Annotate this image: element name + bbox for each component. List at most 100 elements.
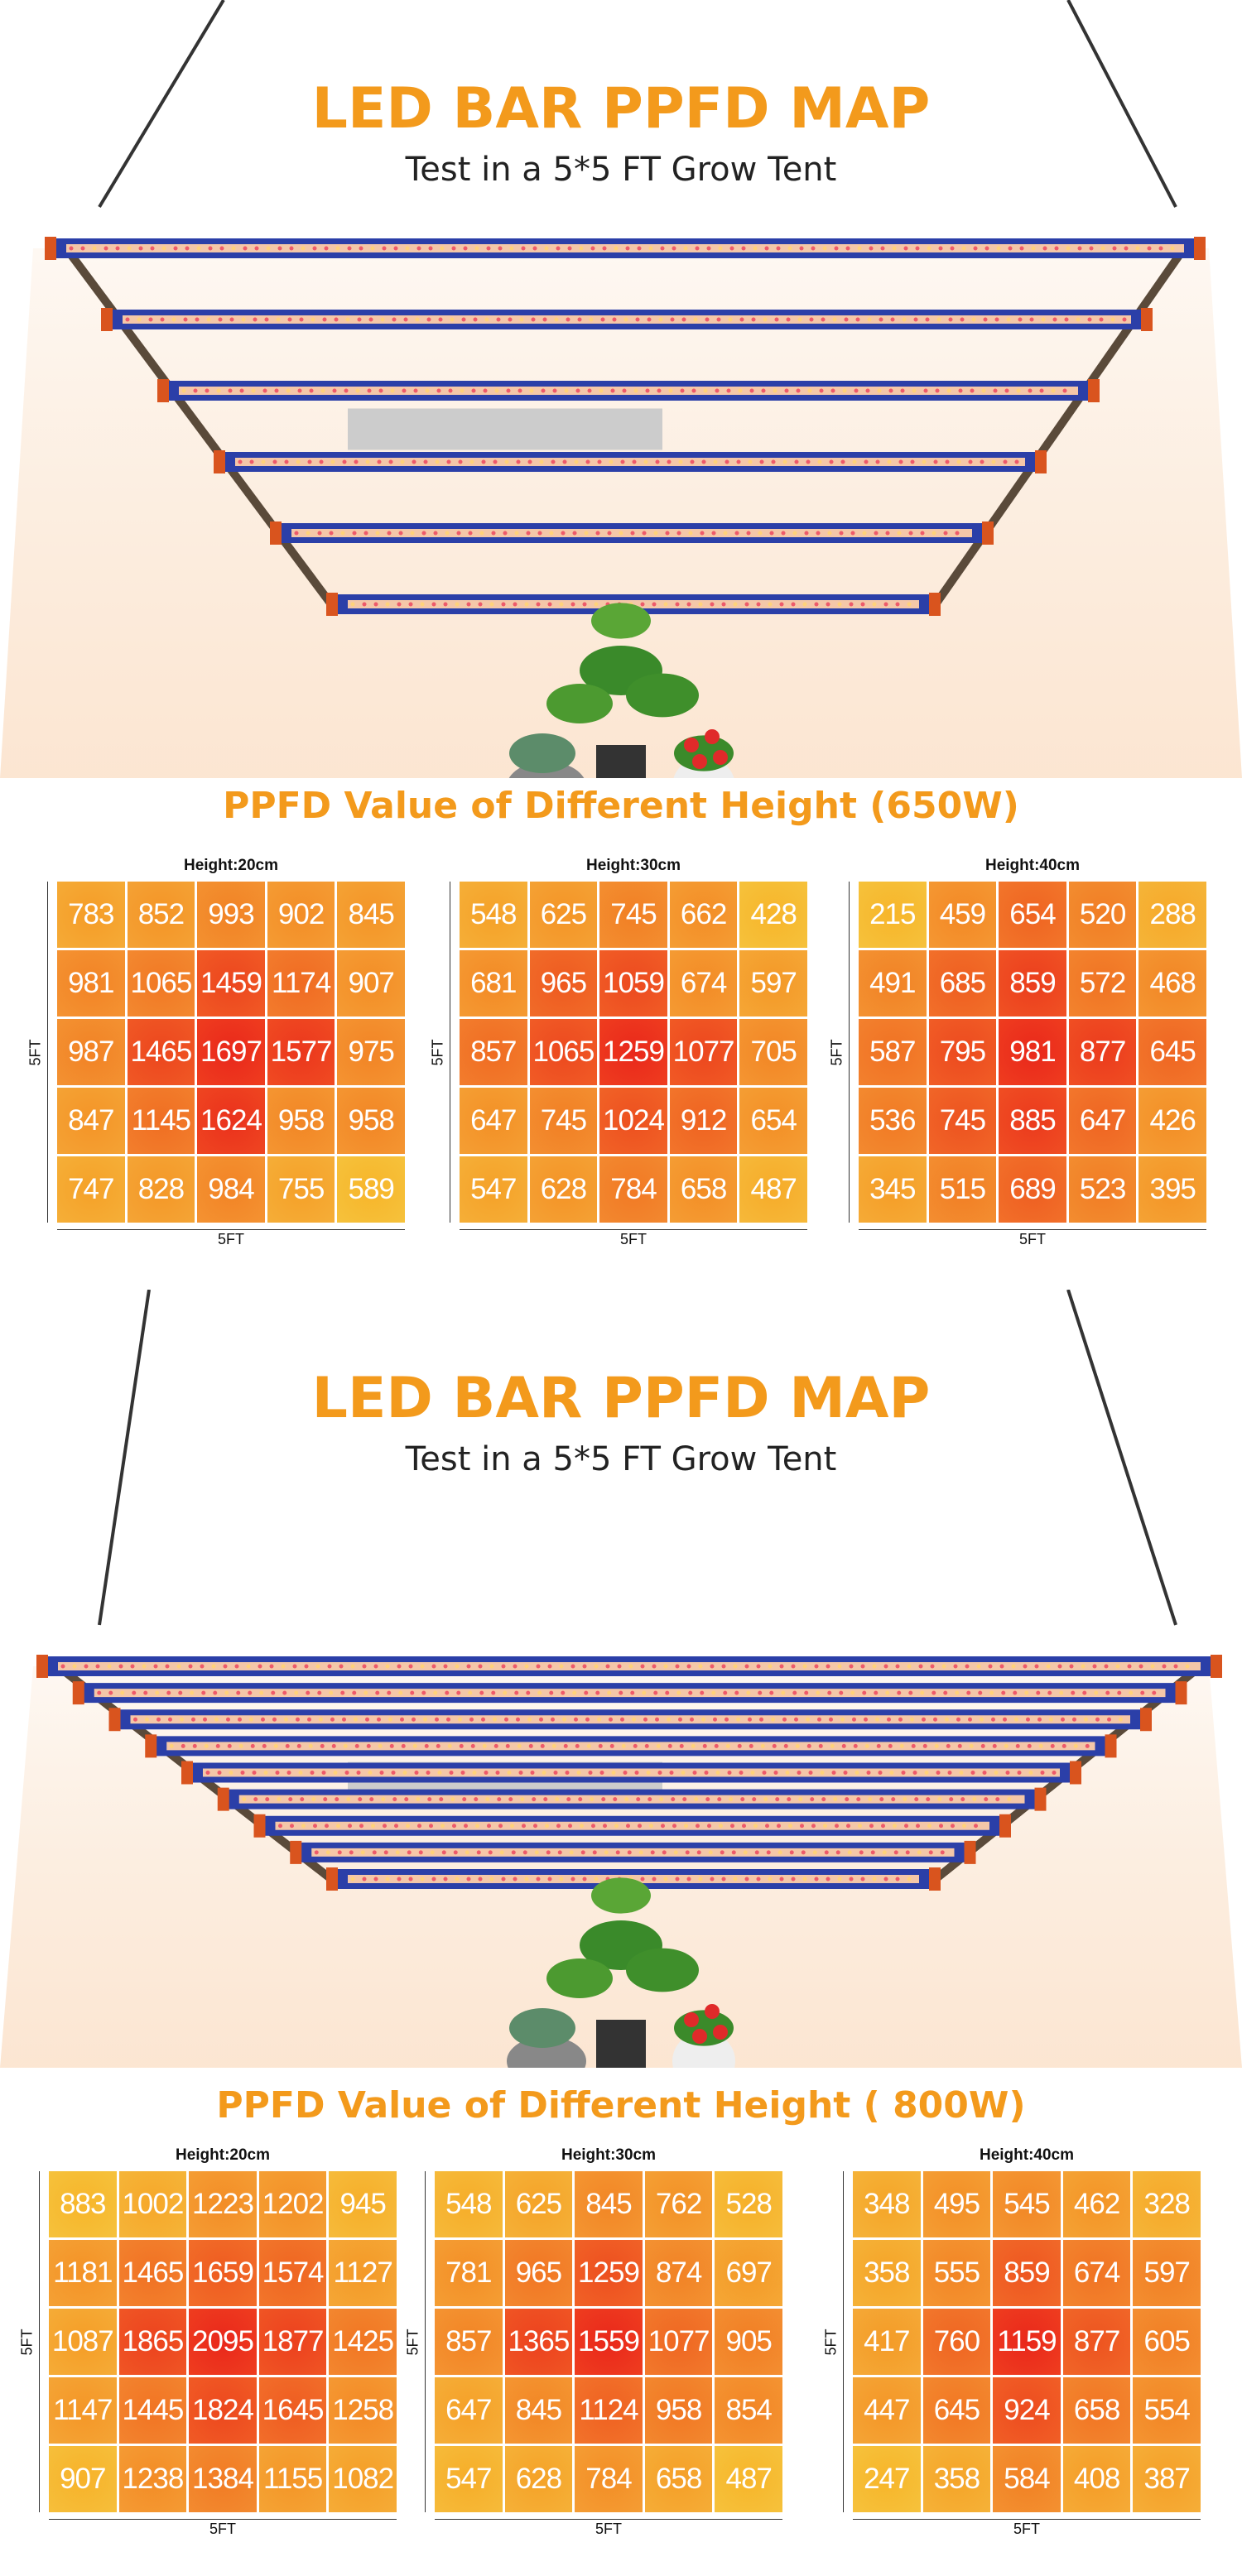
ppfd-cell: 520 <box>1068 882 1137 948</box>
title: LED BAR PPFD MAP <box>311 1366 931 1431</box>
led <box>1087 317 1092 322</box>
ppfd-cell: 395 <box>1138 1156 1206 1223</box>
led <box>462 1797 467 1802</box>
ppfd-cell: 965 <box>504 2240 573 2306</box>
led <box>595 531 600 536</box>
led <box>1029 317 1034 322</box>
led <box>1061 1743 1066 1748</box>
led <box>621 1743 626 1748</box>
ppfd-cell: 515 <box>928 1156 997 1223</box>
led <box>567 246 572 251</box>
led <box>400 1717 404 1722</box>
led <box>804 1690 809 1695</box>
led <box>171 317 176 322</box>
led <box>532 1797 537 1802</box>
led <box>729 1797 734 1802</box>
led <box>795 1743 800 1748</box>
height-label: Height:30cm <box>561 2146 657 2164</box>
led <box>526 531 531 536</box>
led <box>936 317 941 322</box>
led <box>181 1743 185 1748</box>
led <box>84 1664 89 1669</box>
led <box>527 459 532 464</box>
led <box>433 531 438 536</box>
led <box>843 1771 848 1775</box>
led <box>645 388 650 393</box>
led <box>514 531 519 536</box>
led <box>206 317 211 322</box>
led <box>807 388 812 393</box>
led <box>562 459 567 464</box>
led <box>672 246 676 251</box>
led <box>733 1877 738 1882</box>
led <box>276 317 281 322</box>
led <box>991 1717 995 1722</box>
led <box>450 317 455 322</box>
led <box>613 1797 618 1802</box>
led <box>499 1850 504 1855</box>
led <box>1095 1717 1100 1722</box>
led <box>849 602 854 607</box>
led <box>314 1850 319 1855</box>
led <box>249 459 254 464</box>
led <box>948 317 953 322</box>
led <box>485 1797 490 1802</box>
led <box>1050 1743 1055 1748</box>
led <box>368 1771 373 1775</box>
led <box>156 1717 161 1722</box>
led <box>671 1797 676 1802</box>
led <box>768 1664 773 1669</box>
led <box>524 1877 529 1882</box>
led <box>1119 1717 1123 1722</box>
led <box>215 1743 220 1748</box>
led <box>513 1877 518 1882</box>
side-label: 5FT <box>822 2328 840 2356</box>
ppfd-cell: 523 <box>1068 1156 1137 1223</box>
led <box>869 1824 874 1829</box>
led <box>381 1797 386 1802</box>
led <box>1008 246 1013 251</box>
led <box>846 1824 850 1829</box>
led <box>455 1664 460 1669</box>
led <box>802 602 807 607</box>
led <box>1007 1797 1012 1802</box>
led <box>633 388 638 393</box>
led <box>559 602 564 607</box>
ppfd-cell: 685 <box>928 950 997 1016</box>
led <box>696 1850 701 1855</box>
led <box>860 1664 865 1669</box>
led <box>580 1850 585 1855</box>
led <box>238 1743 243 1748</box>
led <box>1016 388 1021 393</box>
led <box>334 317 339 322</box>
led <box>576 1771 581 1775</box>
ppfd-cell: 554 <box>1133 2377 1201 2444</box>
end-cap <box>1211 1655 1222 1678</box>
led <box>901 1771 906 1775</box>
ppfd-cell: 628 <box>504 2446 573 2512</box>
led <box>623 317 628 322</box>
led <box>1150 1664 1155 1669</box>
ppfd-cell: 584 <box>993 2446 1061 2512</box>
led <box>342 459 347 464</box>
led <box>1038 1743 1043 1748</box>
led <box>1152 1690 1157 1695</box>
ppfd-cell: 1384 <box>189 2446 257 2512</box>
led <box>582 602 587 607</box>
led <box>517 1743 522 1748</box>
led <box>395 1850 400 1855</box>
led <box>630 531 635 536</box>
end-cap <box>982 521 994 545</box>
led <box>682 1797 687 1802</box>
led <box>1026 1717 1030 1722</box>
led <box>640 602 645 607</box>
led <box>683 246 688 251</box>
led <box>898 459 903 464</box>
led <box>744 1664 749 1669</box>
led <box>885 1690 890 1695</box>
led <box>383 1824 387 1829</box>
led <box>574 459 579 464</box>
led <box>1077 246 1082 251</box>
led <box>398 1690 403 1695</box>
